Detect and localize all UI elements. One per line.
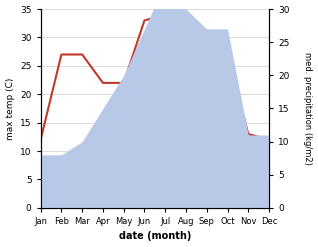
- Y-axis label: max temp (C): max temp (C): [5, 77, 15, 140]
- Y-axis label: med. precipitation (kg/m2): med. precipitation (kg/m2): [303, 52, 313, 165]
- X-axis label: date (month): date (month): [119, 231, 191, 242]
